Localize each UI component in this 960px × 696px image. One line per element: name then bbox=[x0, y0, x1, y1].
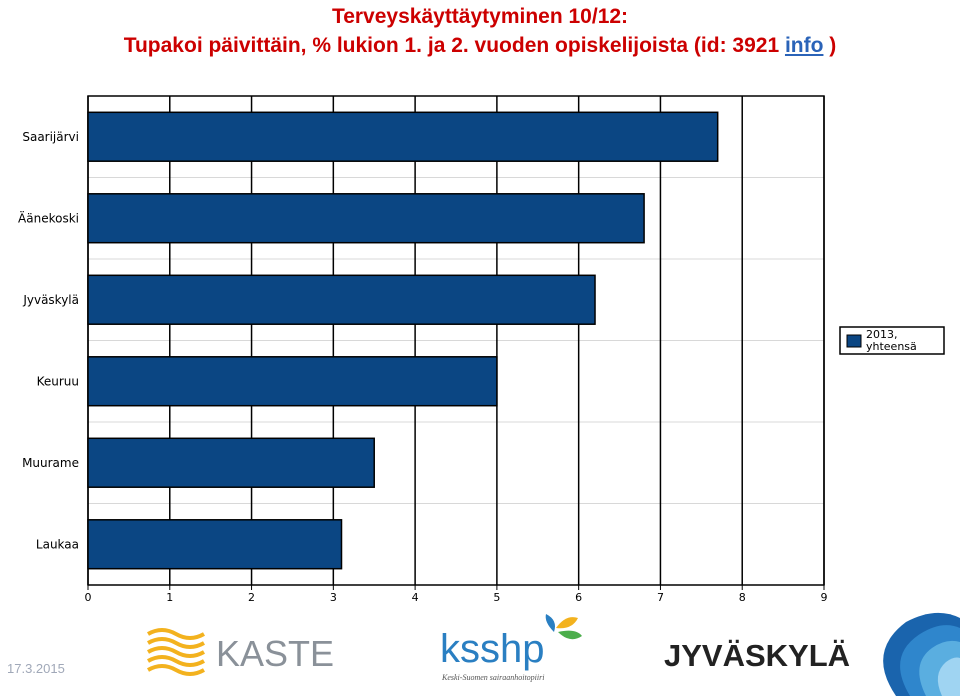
legend-label-line-2: yhteensä bbox=[866, 340, 917, 353]
bar-chart: 0 1 2 3 4 5 6 7 8 9 Saarijärvi Äänekoski Jyväskylä Ke… bbox=[18, 95, 945, 604]
chart-title: Terveyskäyttäytyminen 10/12: Tupakoi päi… bbox=[0, 2, 960, 60]
ksshp-logo-text: ksshp bbox=[440, 627, 545, 671]
plot-frame bbox=[87, 95, 825, 586]
bar bbox=[87, 111, 719, 162]
bar bbox=[87, 274, 596, 325]
x-tick-label: 8 bbox=[739, 591, 746, 604]
category-label: Muurame bbox=[22, 456, 79, 470]
jyvaskyla-logo-text: JYVÄSKYLÄ bbox=[664, 638, 850, 673]
ksshp-logo-subtext: Keski-Suomen sairaanhoitopiiri bbox=[441, 673, 544, 682]
ksshp-leaf-icon bbox=[545, 614, 582, 640]
x-tick-label: 0 bbox=[85, 591, 92, 604]
x-tick-label: 3 bbox=[330, 591, 337, 604]
title-line-1: Terveyskäyttäytyminen 10/12: bbox=[331, 5, 629, 28]
title-line-2-suffix: ) bbox=[823, 34, 837, 57]
bar bbox=[87, 437, 375, 488]
x-tick-label: 7 bbox=[657, 591, 664, 604]
jyvaskyla-logo: JYVÄSKYLÄ bbox=[664, 638, 850, 673]
legend-label-line-1: 2013, bbox=[866, 328, 898, 341]
x-tick-label: 5 bbox=[493, 591, 500, 604]
title-line-2: Tupakoi päivittäin, % lukion 1. ja 2. vu… bbox=[0, 31, 960, 60]
kaste-logo-mark bbox=[147, 628, 205, 676]
ksshp-logo: ksshp Keski-Suomen sairaanhoitopiiri bbox=[440, 614, 582, 682]
title-line-2-text: Tupakoi päivittäin, % lukion 1. ja 2. vu… bbox=[123, 34, 785, 57]
category-label: Saarijärvi bbox=[22, 130, 79, 144]
x-tick-label: 2 bbox=[248, 591, 255, 604]
x-tick-label: 1 bbox=[166, 591, 173, 604]
bar bbox=[87, 193, 645, 244]
info-link[interactable]: info bbox=[784, 34, 824, 57]
legend-swatch bbox=[846, 334, 862, 348]
category-label: Äänekoski bbox=[18, 210, 79, 225]
category-label: Jyväskylä bbox=[22, 293, 79, 307]
kaste-logo: KASTE bbox=[147, 628, 334, 676]
bar bbox=[87, 519, 343, 570]
category-label: Keuruu bbox=[37, 374, 79, 388]
date-stamp: 17.3.2015 bbox=[7, 661, 65, 676]
x-tick-label: 6 bbox=[575, 591, 582, 604]
category-label: Laukaa bbox=[36, 537, 79, 551]
x-tick-label: 4 bbox=[412, 591, 419, 604]
bar bbox=[87, 356, 498, 407]
kaste-logo-text: KASTE bbox=[216, 633, 334, 674]
wave-decoration-icon bbox=[883, 612, 960, 696]
x-tick-label: 9 bbox=[821, 591, 828, 604]
